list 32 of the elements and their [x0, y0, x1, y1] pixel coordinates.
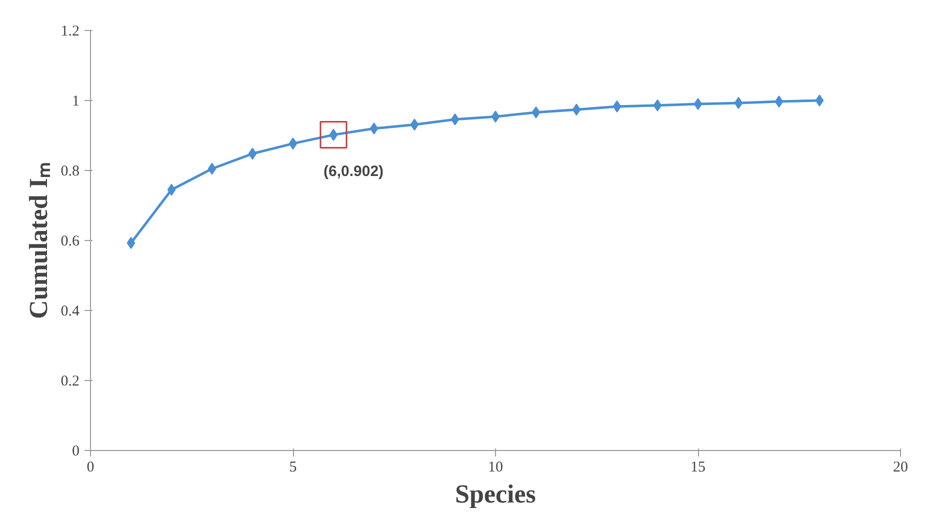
x-tick-label: 20	[893, 460, 908, 476]
annotation: (6,0.902)	[324, 162, 384, 180]
point	[612, 100, 622, 112]
point	[572, 104, 581, 116]
point	[774, 96, 784, 108]
point	[248, 148, 257, 160]
point	[167, 184, 176, 196]
point	[288, 138, 298, 150]
x-tick-label: 5	[289, 460, 297, 476]
point	[370, 122, 378, 134]
y-tick-label: 0.6	[60, 234, 80, 250]
y-axis-title: Cumulated Iₘ	[24, 162, 53, 319]
point	[491, 110, 500, 123]
point	[126, 236, 136, 249]
y-tick-label: 0	[72, 444, 80, 460]
point	[653, 99, 662, 112]
y-tick-label: 0.4	[60, 304, 80, 320]
point	[734, 96, 743, 109]
y-tick-label: 0.8	[60, 164, 80, 180]
point	[694, 98, 702, 110]
x-tick-label: 0	[86, 460, 94, 476]
point	[410, 118, 419, 131]
point	[208, 162, 216, 175]
point	[450, 113, 460, 126]
y-tick-label: 1	[72, 94, 80, 110]
point	[532, 106, 540, 118]
y-tick-label: 0.2	[60, 374, 80, 390]
y-tick-label: 1.2	[60, 24, 80, 40]
x-tick-label: 15	[690, 460, 706, 476]
x-tick-label: 10	[488, 460, 503, 476]
point	[815, 94, 824, 106]
x-axis-title: Species	[455, 480, 536, 508]
